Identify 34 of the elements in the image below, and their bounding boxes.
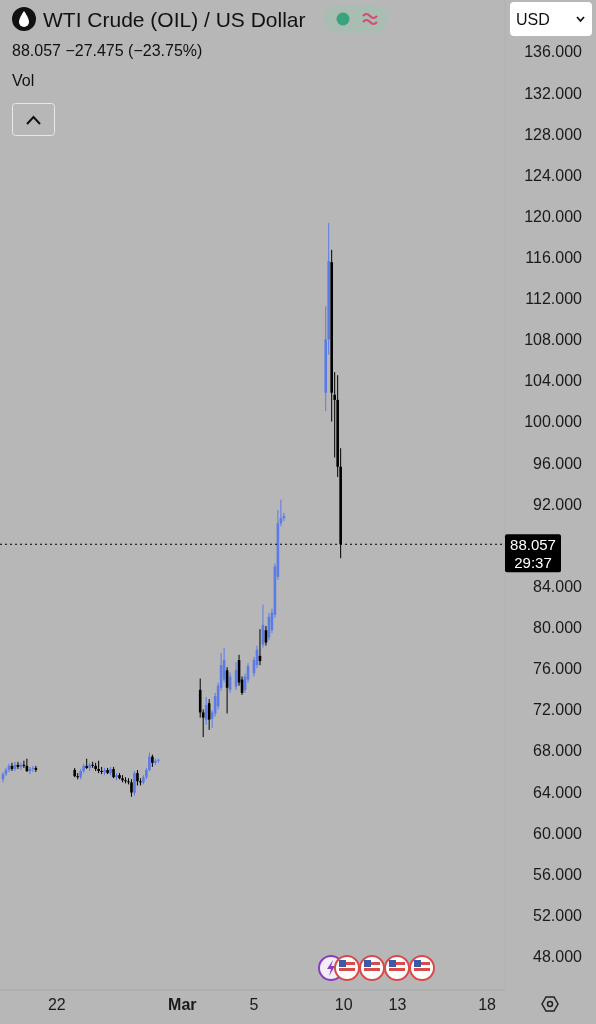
- y-tick-label: 52.000: [533, 906, 583, 924]
- y-tick-label: 76.000: [533, 660, 583, 678]
- y-tick-label: 100.000: [524, 413, 583, 431]
- y-tick-label: 112.000: [525, 290, 583, 308]
- y-tick-label: 64.000: [533, 783, 583, 801]
- y-tick-label: 72.000: [533, 701, 583, 719]
- y-tick-label: 136.000: [524, 43, 583, 61]
- x-tick-label: 22: [47, 996, 66, 1013]
- y-tick-label: 60.000: [533, 824, 583, 842]
- x-tick-label: Mar: [168, 996, 197, 1013]
- y-tick-label: 108.000: [524, 331, 583, 349]
- x-tick-label: 18: [478, 996, 497, 1013]
- text: 88.057 −27.475 (−23.75%): [12, 42, 203, 59]
- x-tick-label: 5: [249, 996, 259, 1013]
- ref-line-label: 88.057: [510, 536, 556, 554]
- chart-title: WTI Crude (OIL) / US Dollar: [43, 8, 306, 31]
- currency-dropdown: USD: [510, 2, 592, 36]
- y-tick-label: 120.000: [524, 207, 583, 225]
- y-tick-label: 128.000: [524, 125, 583, 143]
- y-tick-label: 48.000: [533, 948, 583, 966]
- y-tick-label: 56.000: [533, 865, 583, 883]
- y-tick-label: 104.000: [524, 372, 583, 390]
- text: 29:37: [514, 554, 552, 572]
- y-tick-label: 80.000: [533, 619, 583, 637]
- y-tick-label: 84.000: [533, 577, 583, 595]
- y-tick-label: 96.000: [533, 454, 583, 472]
- y-tick-label: 132.000: [524, 84, 583, 102]
- y-tick-label: 116.000: [525, 249, 583, 267]
- annotation: Vol: [12, 72, 35, 89]
- x-tick-label: 10: [334, 996, 353, 1013]
- y-tick-label: 68.000: [533, 742, 583, 760]
- y-tick-label: 124.000: [524, 166, 583, 184]
- x-tick-label: 13: [388, 996, 407, 1013]
- y-tick-label: 92.000: [533, 495, 583, 513]
